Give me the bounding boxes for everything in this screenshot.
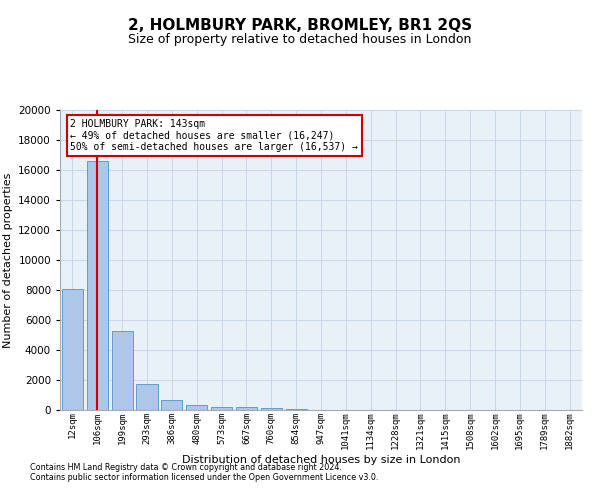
Bar bbox=[286, 408, 307, 410]
Text: Contains HM Land Registry data © Crown copyright and database right 2024.: Contains HM Land Registry data © Crown c… bbox=[30, 462, 342, 471]
Bar bbox=[62, 289, 83, 410]
Y-axis label: Number of detached properties: Number of detached properties bbox=[2, 172, 13, 348]
X-axis label: Distribution of detached houses by size in London: Distribution of detached houses by size … bbox=[182, 454, 460, 464]
Bar bbox=[161, 400, 182, 410]
Bar bbox=[236, 408, 257, 410]
Text: Contains public sector information licensed under the Open Government Licence v3: Contains public sector information licen… bbox=[30, 472, 379, 482]
Text: 2, HOLMBURY PARK, BROMLEY, BR1 2QS: 2, HOLMBURY PARK, BROMLEY, BR1 2QS bbox=[128, 18, 472, 32]
Bar bbox=[87, 161, 108, 410]
Bar bbox=[211, 406, 232, 410]
Bar bbox=[136, 384, 158, 410]
Bar bbox=[186, 405, 207, 410]
Bar bbox=[261, 408, 282, 410]
Bar bbox=[112, 330, 133, 410]
Text: Size of property relative to detached houses in London: Size of property relative to detached ho… bbox=[128, 32, 472, 46]
Text: 2 HOLMBURY PARK: 143sqm
← 49% of detached houses are smaller (16,247)
50% of sem: 2 HOLMBURY PARK: 143sqm ← 49% of detache… bbox=[70, 119, 358, 152]
